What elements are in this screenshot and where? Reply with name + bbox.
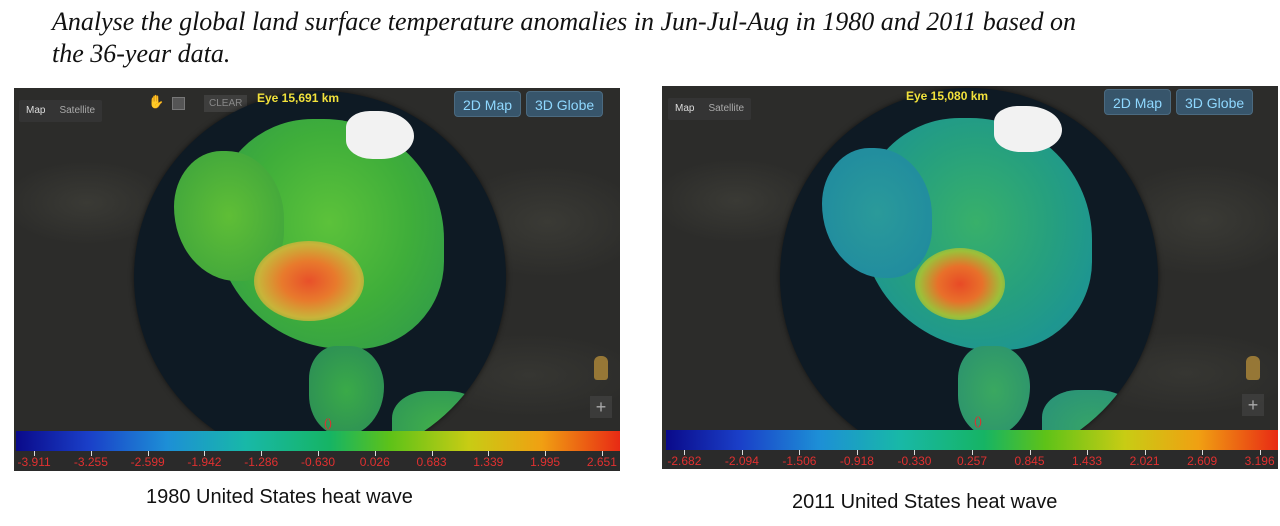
map-tab[interactable]: Map [26,105,46,116]
colorbar-tick [90,451,92,456]
colorbar-2011 [666,430,1278,450]
eye-altitude-readout: Eye 15,080 km [906,89,989,103]
colorbar-tick [1144,450,1146,455]
colorbar-tick [545,451,547,456]
colorbar-tick [1029,450,1031,455]
caption-1980: 1980 United States heat wave [146,486,413,508]
map-tab[interactable]: Map [675,103,695,114]
colorbar-tick-label: -0.918 [839,454,874,468]
colorbar-tick [204,451,206,456]
globe-1980[interactable] [134,91,506,463]
colorbar-tick-label: -1.286 [244,455,279,469]
hand-icon[interactable]: ✋ [148,94,165,109]
colorbar-tick [601,451,603,456]
colorbar-tick-label: -0.630 [300,455,336,469]
colorbar-tick-label: -3.255 [73,455,108,469]
colorbar-ticks-1980: -3.911 -3.255 -2.599 -1.942 -1.286 -0.630 0.02… [16,451,620,471]
colorbar-tick [799,450,801,455]
colorbar-1980 [16,431,620,451]
colorbar-tick-label: -2.599 [130,455,165,469]
colorbar-tick-label: 0.683 [416,455,447,469]
colorbar-tick-label: -2.682 [667,454,702,468]
zoom-in-button[interactable]: + [1242,394,1264,416]
colorbar-tick-label: 2.021 [1129,454,1160,468]
colorbar-tick-label: -0.330 [897,454,932,468]
colorbar-tick [374,451,376,456]
globe-viewer-1980[interactable]: Map Satellite ✋ CLEAR Eye 15,691 km 2D M… [14,88,620,471]
colorbar-tick-label: 0.026 [359,455,390,469]
colorbar-tick-label: 1.433 [1072,454,1103,468]
colorbar-tick [914,450,916,455]
colorbar-tick-label: 1.339 [473,455,504,469]
heat-anomaly-region [254,241,364,321]
cursor-coordinate-readout: () [974,414,982,428]
street-view-pegman-icon[interactable] [594,356,608,380]
colorbar-tick-label: 1.995 [530,455,561,469]
slide-heading: Analyse the global land surface temperat… [52,6,1252,70]
colorbar-tick-label: -1.942 [187,455,222,469]
cursor-coordinate-readout: () [324,416,332,430]
colorbar-tick [1202,450,1204,455]
colorbar-tick-label: -2.094 [724,454,759,468]
street-view-pegman-icon[interactable] [1246,356,1260,380]
3d-globe-button[interactable]: 3D Globe [526,91,604,117]
colorbar-tick [34,451,36,456]
clear-button[interactable]: CLEAR [204,95,248,112]
colorbar-tick-label: 2.609 [1187,454,1218,468]
colorbar-tick [488,451,490,456]
2d-map-button[interactable]: 2D Map [1104,89,1172,115]
colorbar-tick [684,450,686,455]
satellite-tab[interactable]: Satellite [59,105,96,116]
colorbar-tick-label: -3.911 [17,455,51,469]
central-america-land [958,346,1030,436]
colorbar-tick [972,450,973,455]
square-icon[interactable] [172,97,185,110]
caption-2011: 2011 United States heat wave [792,491,1058,513]
map-type-control[interactable]: Map Satellite [668,98,752,120]
colorbar-tick-label: -1.506 [782,454,817,468]
eye-altitude-readout: Eye 15,691 km [257,91,340,105]
colorbar-tick [261,451,263,456]
colorbar-tick [318,451,319,456]
heat-anomaly-region [915,248,1005,320]
colorbar-tick [741,450,743,455]
colorbar-ticks-2011: -2.682 -2.094 -1.506 -0.918 -0.330 0.257 0.845… [666,450,1278,469]
satellite-tab[interactable]: Satellite [708,103,745,114]
map-type-control[interactable]: Map Satellite [19,100,103,122]
greenland-icecap [994,106,1062,152]
heading-line-2: the 36-year data. [52,39,231,68]
alaska-canada-west-land [822,148,932,278]
colorbar-tick-label: 0.845 [1014,454,1045,468]
zoom-in-button[interactable]: + [590,396,612,418]
central-america-land [309,346,384,436]
2d-map-button[interactable]: 2D Map [454,91,522,117]
greenland-icecap [346,111,414,159]
colorbar-tick [856,450,858,455]
globe-2011[interactable] [780,88,1158,466]
colorbar-tick [1087,450,1089,455]
heading-line-1: Analyse the global land surface temperat… [52,7,1076,36]
3d-globe-button[interactable]: 3D Globe [1176,89,1254,115]
colorbar-tick [147,451,149,456]
colorbar-tick [431,451,433,456]
colorbar-tick-label: 2.651 [586,455,617,469]
globe-viewer-2011[interactable]: Map Satellite Eye 15,080 km 2D Map 3D Gl… [662,86,1278,469]
colorbar-tick-label: 3.196 [1244,454,1275,468]
colorbar-tick [1259,450,1261,455]
colorbar-tick-label: 0.257 [956,454,988,468]
